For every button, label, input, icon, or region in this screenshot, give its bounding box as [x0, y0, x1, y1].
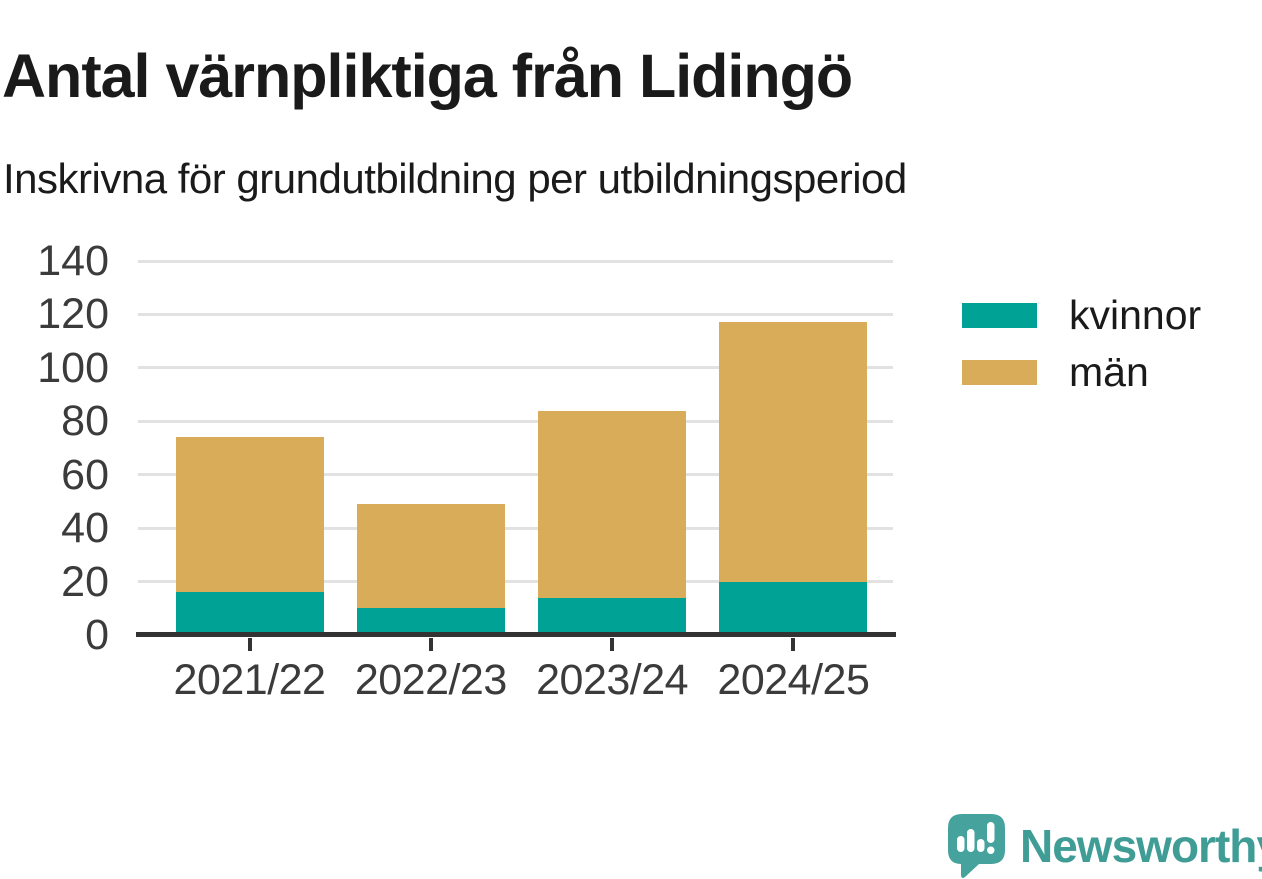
chart-title: Antal värnpliktiga från Lidingö	[2, 41, 853, 110]
x-axis-tick	[791, 638, 796, 651]
y-axis-tick-label: 80	[61, 397, 109, 446]
gridline-y100	[138, 366, 893, 370]
gridline-y80	[138, 419, 893, 423]
x-axis-tick	[610, 638, 615, 651]
y-axis-tick-label: 40	[61, 504, 109, 553]
gridline-y20	[138, 580, 893, 584]
gridline-y60	[138, 473, 893, 477]
y-axis-tick-label: 60	[61, 450, 109, 499]
legend-label: kvinnor	[1069, 292, 1202, 338]
bar-segment-män	[538, 410, 687, 598]
newsworthy-logo-text: Newsworthy	[1020, 820, 1262, 872]
plot-area: 0 20 40 60 80 100 120 140 2021/22 2022/23 2023/24 2…	[37, 240, 896, 704]
x-axis-line	[136, 632, 896, 637]
bar-segment-kvinnor	[175, 592, 324, 635]
y-axis-tick-label: 100	[37, 343, 109, 392]
y-axis-tick-label: 120	[37, 290, 109, 339]
bar-segment-kvinnor	[719, 581, 868, 635]
bar-segment-män	[175, 437, 324, 593]
newsworthy-logo-icon	[948, 814, 1005, 878]
x-axis-label: 2023/24	[536, 656, 689, 704]
x-axis-tick	[428, 638, 433, 651]
bar-segment-män	[719, 322, 868, 582]
legend-swatch-män	[962, 360, 1037, 385]
y-axis-tick-label: 0	[85, 611, 109, 659]
bar-segment-män	[356, 504, 505, 609]
legend-item-kvinnor: kvinnor	[962, 292, 1201, 338]
bar-segment-kvinnor	[356, 608, 505, 635]
y-axis-tick-label: 140	[37, 237, 109, 285]
y-axis-tick-label: 20	[61, 557, 109, 606]
x-axis-label: 2021/22	[173, 656, 326, 704]
legend-label: män	[1069, 349, 1149, 395]
x-axis-label: 2022/23	[354, 656, 507, 704]
chart-subtitle: Inskrivna för grundutbildning per utbild…	[3, 155, 907, 202]
legend-swatch-kvinnor	[962, 303, 1037, 328]
x-axis-label: 2024/25	[717, 656, 870, 704]
legend-item-män: män	[962, 349, 1201, 395]
x-axis-tick	[247, 638, 252, 651]
bar-segment-kvinnor	[538, 597, 687, 635]
gridline-y120	[138, 312, 893, 316]
gridline-y40	[138, 526, 893, 530]
newsworthy-logo: Newsworthy	[948, 814, 1262, 878]
legend: kvinnor män	[962, 292, 1201, 417]
gridline-y140	[138, 259, 893, 263]
